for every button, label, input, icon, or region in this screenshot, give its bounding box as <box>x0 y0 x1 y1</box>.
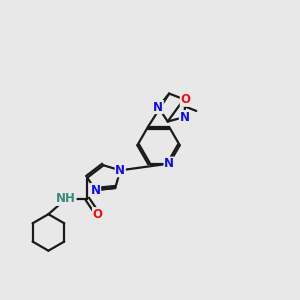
Text: NH: NH <box>56 192 76 206</box>
Text: N: N <box>91 184 100 196</box>
Text: N: N <box>164 157 174 170</box>
Text: O: O <box>180 93 190 106</box>
Text: N: N <box>115 164 125 177</box>
Text: N: N <box>179 111 189 124</box>
Text: O: O <box>93 208 103 221</box>
Text: N: N <box>153 100 163 113</box>
